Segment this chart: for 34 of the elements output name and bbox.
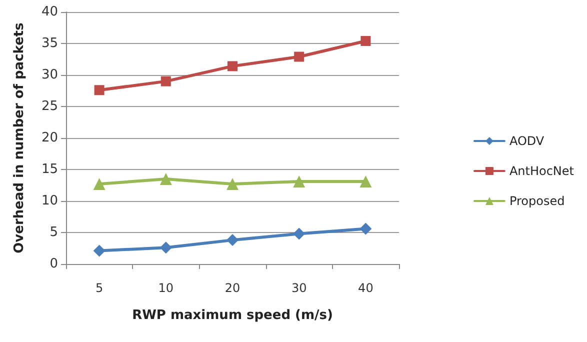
point bbox=[160, 172, 172, 185]
point bbox=[94, 85, 104, 96]
point bbox=[228, 61, 238, 72]
legend-label: AntHocNet bbox=[509, 164, 574, 178]
y-tick-label: 20 bbox=[41, 130, 58, 146]
x-tick-label: 30 bbox=[291, 281, 307, 295]
point bbox=[293, 175, 306, 188]
y-tick-label: 30 bbox=[41, 68, 58, 82]
x-tick-label: 40 bbox=[358, 281, 374, 295]
y-tick-label: 25 bbox=[41, 99, 58, 114]
x-tick-label: 5 bbox=[95, 281, 104, 295]
x-axis-title: RWP maximum speed (m/s) bbox=[132, 308, 333, 323]
point bbox=[293, 228, 306, 240]
point bbox=[360, 36, 371, 46]
point bbox=[360, 175, 372, 188]
y-tick-label: 0 bbox=[50, 256, 58, 272]
point bbox=[360, 222, 372, 235]
y-axis-title: Overhead in number of packets bbox=[12, 22, 27, 254]
point bbox=[160, 76, 171, 86]
point bbox=[93, 244, 106, 257]
y-tick-label: 40 bbox=[41, 4, 58, 20]
point bbox=[93, 178, 106, 190]
y-tick-label: 35 bbox=[41, 36, 58, 51]
point bbox=[160, 242, 172, 254]
y-tick-label: 15 bbox=[41, 162, 58, 177]
x-tick-label: 20 bbox=[224, 281, 240, 295]
point bbox=[226, 178, 238, 190]
point bbox=[294, 52, 304, 62]
x-tick-label: 10 bbox=[158, 281, 174, 295]
legend-label: Proposed bbox=[509, 194, 565, 208]
y-tick-label: 5 bbox=[50, 225, 58, 240]
y-tick-label: 10 bbox=[41, 194, 58, 208]
point bbox=[226, 234, 238, 246]
legend-label: AODV bbox=[509, 134, 545, 148]
